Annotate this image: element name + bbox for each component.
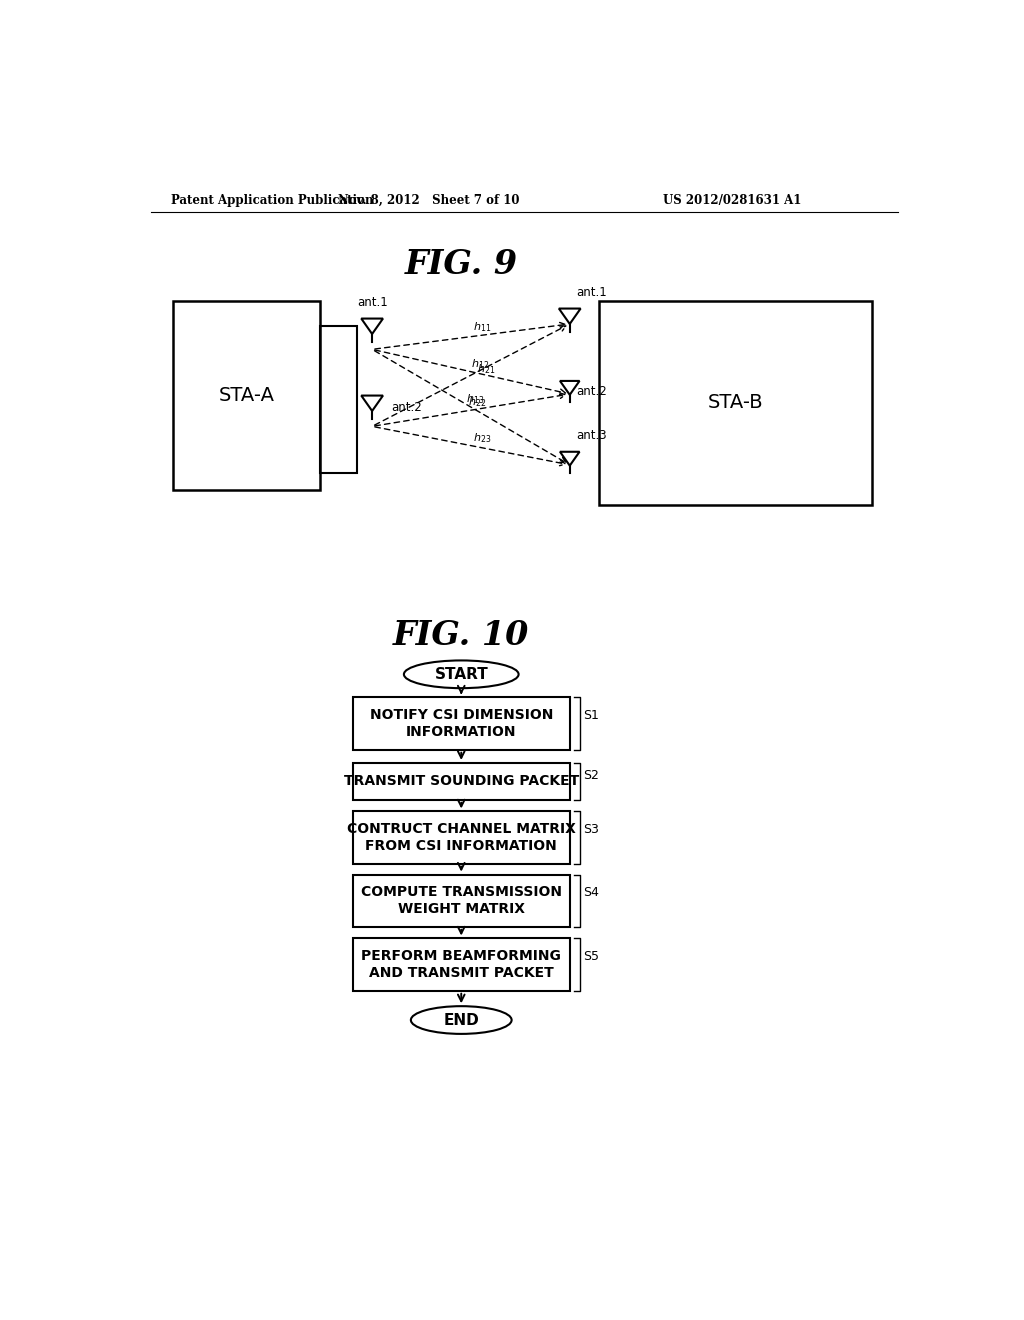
Text: $h_{23}$: $h_{23}$	[473, 432, 492, 445]
Text: $h_{21}$: $h_{21}$	[477, 362, 496, 376]
Text: CONTRUCT CHANNEL MATRIX
FROM CSI INFORMATION: CONTRUCT CHANNEL MATRIX FROM CSI INFORMA…	[347, 822, 575, 853]
Text: START: START	[434, 667, 488, 682]
Text: FIG. 10: FIG. 10	[393, 619, 529, 652]
Text: Nov. 8, 2012   Sheet 7 of 10: Nov. 8, 2012 Sheet 7 of 10	[338, 194, 519, 207]
Text: $h_{22}$: $h_{22}$	[468, 396, 486, 409]
Bar	[599, 301, 872, 506]
Text: S1: S1	[583, 709, 599, 722]
Bar	[352, 763, 569, 800]
Text: ant.3: ant.3	[575, 429, 606, 442]
Text: S2: S2	[583, 770, 599, 783]
Text: ant.2: ant.2	[391, 400, 422, 413]
Text: $h_{13}$: $h_{13}$	[466, 392, 484, 407]
Text: ant.1: ant.1	[575, 286, 606, 300]
Bar	[352, 812, 569, 863]
Text: US 2012/0281631 A1: US 2012/0281631 A1	[663, 194, 801, 207]
Text: STA-B: STA-B	[708, 393, 764, 412]
Text: $h_{11}$: $h_{11}$	[473, 321, 492, 334]
Bar	[173, 301, 321, 490]
Bar	[352, 697, 569, 750]
Text: END: END	[443, 1012, 479, 1027]
Text: STA-A: STA-A	[218, 385, 274, 405]
Text: PERFORM BEAMFORMING
AND TRANSMIT PACKET: PERFORM BEAMFORMING AND TRANSMIT PACKET	[361, 949, 561, 981]
Text: $h_{12}$: $h_{12}$	[471, 358, 489, 371]
Text: S3: S3	[583, 824, 599, 836]
Text: S5: S5	[583, 950, 599, 964]
Bar	[352, 874, 569, 927]
Text: S4: S4	[583, 886, 599, 899]
Text: TRANSMIT SOUNDING PACKET: TRANSMIT SOUNDING PACKET	[344, 775, 579, 788]
Text: NOTIFY CSI DIMENSION
INFORMATION: NOTIFY CSI DIMENSION INFORMATION	[370, 708, 553, 739]
Text: Patent Application Publication: Patent Application Publication	[171, 194, 373, 207]
Text: ant.2: ant.2	[575, 385, 606, 399]
Bar	[321, 326, 356, 473]
Bar	[352, 939, 569, 991]
Text: COMPUTE TRANSMISSION
WEIGHT MATRIX: COMPUTE TRANSMISSION WEIGHT MATRIX	[360, 884, 562, 916]
Text: FIG. 9: FIG. 9	[404, 248, 518, 281]
Text: ant.1: ant.1	[356, 296, 387, 309]
